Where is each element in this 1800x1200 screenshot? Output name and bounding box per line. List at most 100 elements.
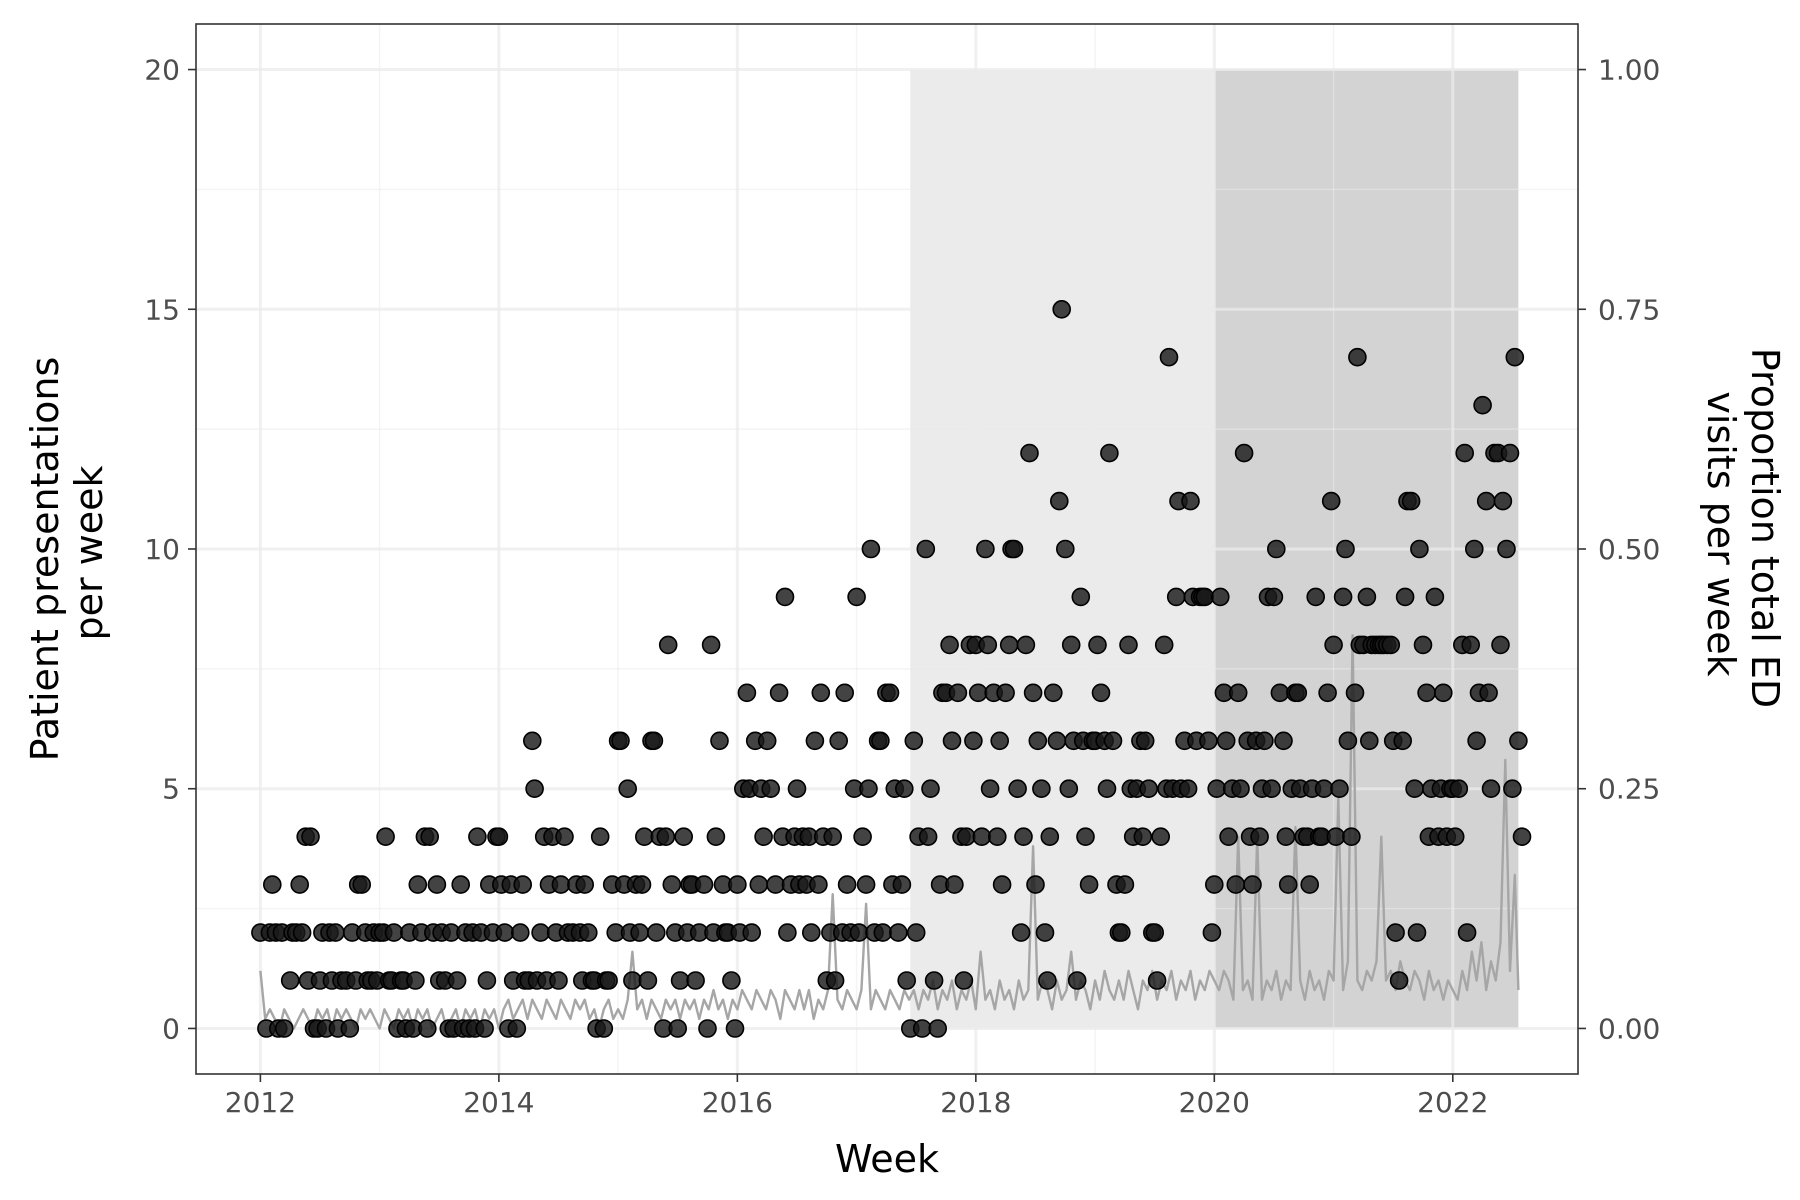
data-point	[847, 587, 866, 607]
data-point	[301, 827, 320, 847]
data-point	[1207, 779, 1226, 799]
data-point	[1360, 731, 1379, 751]
y-tick-label: 15	[144, 293, 180, 326]
presentation-points	[251, 299, 1532, 1038]
data-point	[623, 971, 642, 990]
data-point	[1061, 635, 1081, 655]
y-tick-label: 10	[144, 533, 180, 566]
data-point	[871, 731, 890, 751]
data-point	[1314, 779, 1334, 799]
data-point	[477, 971, 497, 990]
data-point	[1497, 539, 1516, 559]
data-point	[1100, 443, 1119, 463]
data-point	[1345, 683, 1365, 703]
data-point	[1202, 923, 1222, 942]
data-point	[722, 971, 741, 990]
y2-tick-label: 0.25	[1598, 773, 1660, 806]
data-point	[1410, 539, 1429, 559]
data-point	[475, 1019, 494, 1038]
data-point	[686, 971, 705, 990]
data-point	[1135, 731, 1155, 751]
data-point	[1500, 443, 1520, 463]
y2-tick-label: 1.00	[1598, 54, 1660, 87]
data-point	[525, 779, 544, 799]
data-point	[968, 683, 988, 703]
data-point	[1434, 683, 1453, 703]
data-point	[1264, 587, 1284, 607]
data-point	[1016, 635, 1036, 655]
data-point	[1040, 827, 1060, 847]
data-point	[1211, 587, 1230, 607]
data-point	[1512, 827, 1532, 847]
data-point	[1195, 587, 1215, 607]
data-point	[1067, 971, 1087, 990]
data-point	[1405, 779, 1424, 799]
data-point	[427, 875, 447, 894]
data-point	[1324, 635, 1343, 655]
data-point	[873, 923, 893, 942]
data-point	[1357, 587, 1377, 607]
data-point	[495, 923, 515, 942]
data-point	[1088, 635, 1107, 655]
data-point	[1288, 683, 1308, 703]
data-point	[1473, 395, 1492, 415]
data-point	[644, 731, 664, 751]
data-point	[1119, 635, 1138, 655]
data-point	[996, 683, 1015, 703]
data-point	[1091, 683, 1111, 703]
data-point	[1455, 443, 1474, 463]
data-point	[754, 827, 773, 847]
y2-axis-title: Proportion total ED visits per week	[1699, 348, 1787, 720]
data-point	[892, 875, 912, 894]
x-tick-label: 2012	[225, 1086, 296, 1119]
data-point	[757, 731, 777, 751]
data-point	[787, 779, 807, 799]
data-point	[710, 731, 729, 751]
data-point	[656, 827, 676, 847]
data-point	[1023, 683, 1043, 703]
data-point	[594, 1019, 614, 1038]
data-point	[1020, 443, 1039, 463]
data-point	[1154, 635, 1174, 655]
data-point	[980, 779, 1000, 799]
data-point	[1270, 683, 1290, 703]
data-point	[646, 923, 666, 942]
data-point	[706, 827, 726, 847]
data-point	[823, 827, 843, 847]
data-point	[1014, 827, 1033, 847]
data-point	[1032, 779, 1051, 799]
data-point	[1004, 539, 1024, 559]
data-point	[1336, 539, 1355, 559]
y2-tick-label: 0.50	[1598, 533, 1660, 566]
y2-tick-label: 0.75	[1598, 293, 1660, 326]
data-point	[809, 875, 828, 894]
data-point	[912, 1019, 932, 1038]
data-point	[326, 923, 345, 942]
x-tick-label: 2020	[1179, 1086, 1250, 1119]
data-point	[292, 923, 312, 942]
data-point	[1145, 923, 1164, 942]
data-point	[829, 731, 849, 751]
data-point	[775, 587, 795, 607]
y-tick-label: 20	[144, 54, 180, 87]
data-point	[531, 923, 550, 942]
data-point	[551, 875, 571, 894]
data-point	[555, 827, 574, 847]
data-point	[761, 779, 781, 799]
data-point	[384, 923, 404, 942]
data-point	[1056, 539, 1075, 559]
data-point	[825, 971, 845, 990]
data-point	[1413, 635, 1433, 655]
data-point	[1226, 875, 1246, 894]
data-point	[1181, 491, 1200, 511]
data-point	[406, 971, 425, 990]
data-point	[1071, 587, 1091, 607]
data-point	[420, 827, 440, 847]
data-point	[1381, 635, 1401, 655]
data-point	[942, 731, 962, 751]
data-point	[1103, 731, 1123, 751]
data-point	[1318, 683, 1337, 703]
data-point	[1166, 587, 1186, 607]
data-point	[954, 971, 974, 990]
